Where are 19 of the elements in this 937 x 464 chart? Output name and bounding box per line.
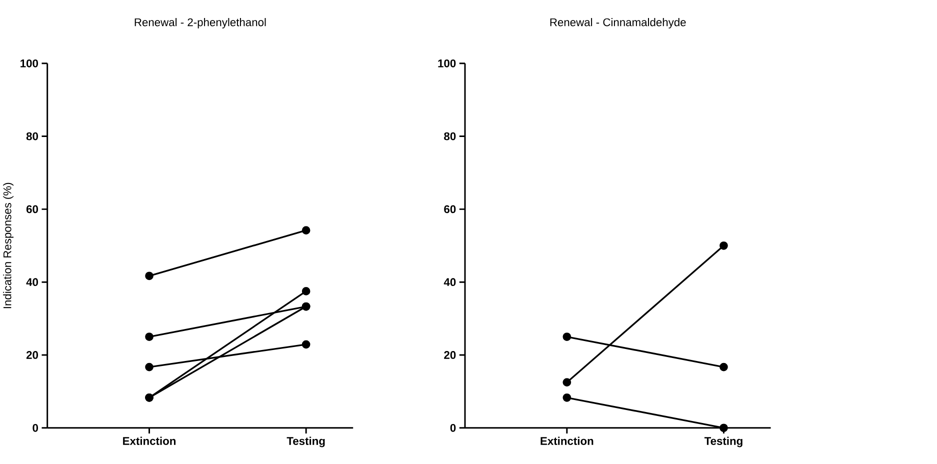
y-tick-label: 60: [444, 205, 456, 213]
y-tick-label: 100: [438, 59, 456, 68]
chart-title: Renewal - 2-phenylethanol: [134, 18, 266, 28]
y-axis-title: Indication Responses (%): [3, 182, 14, 308]
y-tick-label: 0: [450, 424, 456, 432]
chart-title: Renewal - Cinnamaldehyde: [550, 18, 686, 28]
y-tick-label: 0: [32, 424, 38, 432]
x-tick-label: Testing: [286, 436, 325, 448]
y-tick-label: 80: [26, 132, 38, 140]
x-tick-label: Extinction: [123, 436, 176, 445]
y-tick-label: 40: [444, 278, 456, 286]
y-tick-label: 60: [26, 205, 38, 213]
x-tick-label: Testing: [704, 436, 742, 448]
y-tick-label: 20: [26, 350, 38, 359]
y-tick-label: 40: [26, 278, 38, 286]
y-tick-label: 80: [444, 132, 456, 140]
x-tick-label: Extinction: [540, 436, 594, 445]
y-tick-label: 100: [20, 59, 38, 68]
y-tick-label: 20: [444, 350, 456, 359]
